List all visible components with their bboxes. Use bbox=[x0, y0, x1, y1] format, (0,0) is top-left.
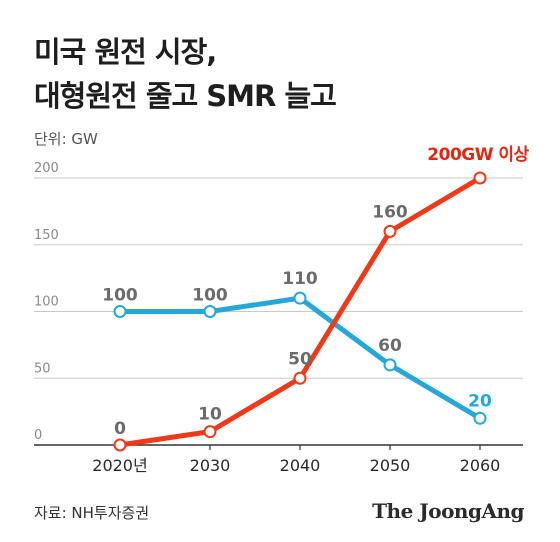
y-tick-label: 0 bbox=[34, 428, 42, 443]
series-0-marker bbox=[203, 305, 217, 318]
x-tick-label: 2020년 bbox=[92, 456, 147, 475]
series-0-marker bbox=[473, 411, 487, 425]
series-1-marker bbox=[113, 438, 127, 452]
y-tick-label: 50 bbox=[34, 361, 51, 376]
y-tick-label: 200 bbox=[34, 161, 59, 176]
series-0-marker bbox=[383, 358, 397, 372]
data-label: 60 bbox=[378, 336, 402, 356]
series-1-marker bbox=[293, 371, 307, 385]
data-label: 20 bbox=[468, 391, 492, 411]
series-1-marker bbox=[473, 171, 487, 185]
title-line-1: 미국 원전 시장, bbox=[34, 35, 217, 69]
source-label: 자료: NH투자증권 bbox=[34, 504, 150, 522]
data-label: 100 bbox=[102, 286, 138, 306]
data-label: 110 bbox=[282, 269, 318, 289]
data-label: 10 bbox=[198, 405, 222, 425]
data-label: 160 bbox=[372, 202, 408, 222]
annotation-label: 200GW 이상 bbox=[427, 145, 529, 165]
publisher-logo: The JoongAng bbox=[372, 499, 524, 523]
x-tick-label: 2040 bbox=[280, 456, 321, 475]
series-0-marker bbox=[113, 305, 127, 318]
y-tick-label: 150 bbox=[34, 228, 59, 243]
y-tick-label: 100 bbox=[34, 295, 59, 310]
series-1-marker bbox=[203, 425, 217, 439]
data-label: 100 bbox=[192, 286, 228, 306]
chart-title: 미국 원전 시장, 대형원전 줄고 SMR 늘고 bbox=[34, 30, 337, 118]
title-line-2: 대형원전 줄고 SMR 늘고 bbox=[34, 79, 337, 113]
series-1-marker bbox=[383, 224, 397, 238]
data-label: 50 bbox=[288, 349, 312, 369]
data-label: 0 bbox=[114, 419, 126, 439]
x-tick-label: 2050 bbox=[370, 456, 411, 475]
series-0-marker bbox=[293, 291, 307, 305]
x-tick-label: 2060 bbox=[460, 456, 501, 475]
unit-label: 단위: GW bbox=[34, 130, 98, 148]
x-tick-label: 2030 bbox=[190, 456, 231, 475]
